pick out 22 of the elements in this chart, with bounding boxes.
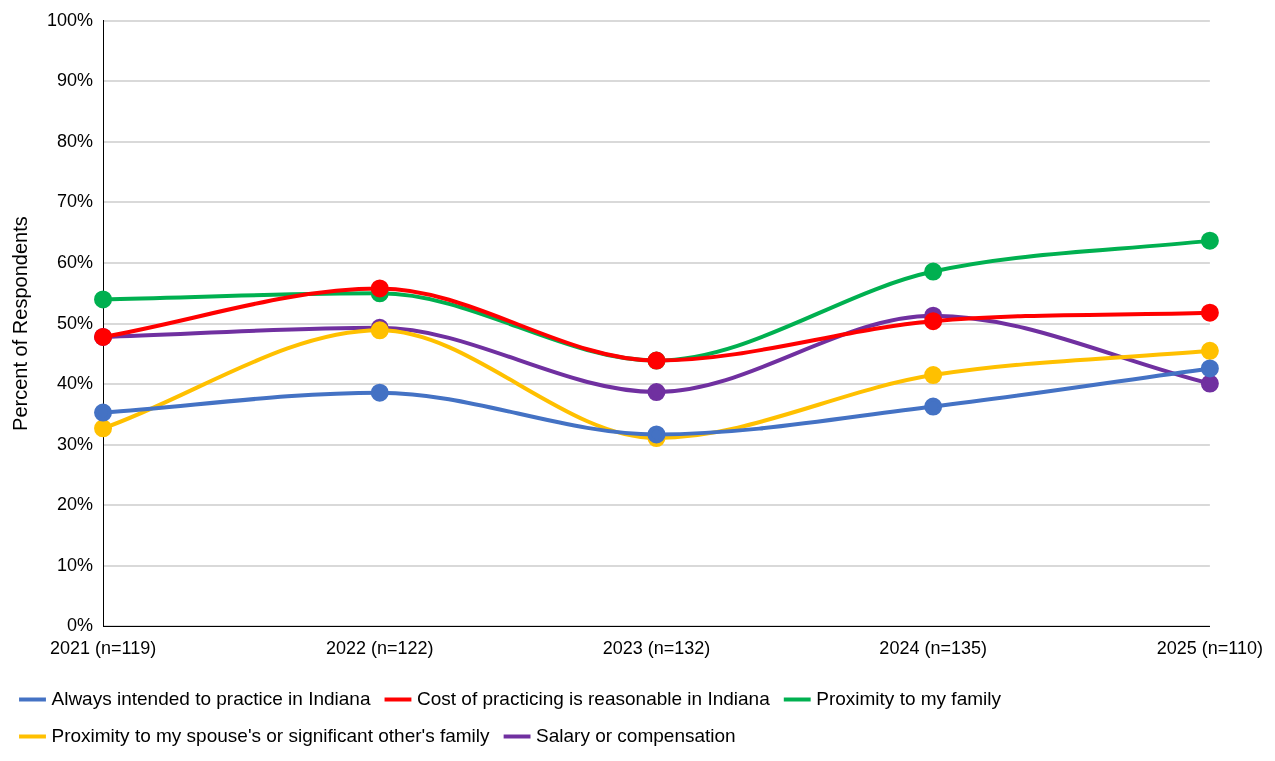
y-tick-label: 40% [57,373,94,394]
y-tick-label: 0% [67,615,94,636]
y-tick-label: 20% [57,494,94,515]
x-tick-label: 2021 (n=119) [49,638,157,659]
y-tick-label: 30% [57,433,94,454]
legend-label: Cost of practicing is reasonable in Indiana [416,687,771,709]
y-tick-label: 70% [57,191,94,212]
legend-label: Proximity to my spouse's or significant other's family [51,724,491,746]
legend-label: Salary or compensation [536,724,736,746]
y-tick-label: 90% [57,70,94,91]
x-tick-label: 2025 (n=110) [1156,638,1264,659]
x-tick-label: 2022 (n=122) [325,638,434,659]
y-tick-label: 100% [46,9,94,30]
x-tick-label: 2023 (n=132) [602,638,711,659]
legend-label: Proximity to my family [816,687,1002,709]
y-tick-label: 80% [57,130,94,151]
y-tick-label: 10% [57,554,94,575]
legend-label: Always intended to practice in Indiana [51,687,371,709]
x-tick-label: 2024 (n=135) [879,638,987,659]
y-axis-title: Percent of Respondents [8,216,31,431]
y-tick-label: 50% [57,312,94,333]
y-tick-label: 60% [57,252,94,273]
